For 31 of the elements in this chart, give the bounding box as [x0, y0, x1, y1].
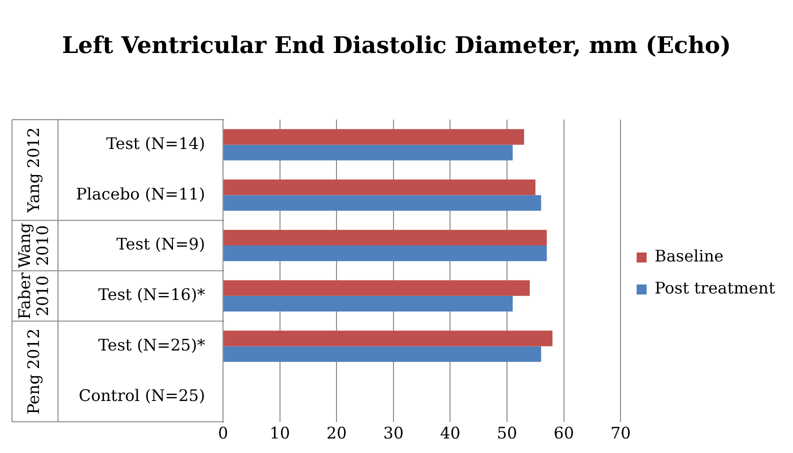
legend-label: Baseline: [654, 246, 724, 266]
bar: [224, 144, 513, 160]
bar: [224, 180, 536, 196]
text: Peng 2012: [24, 328, 44, 414]
text: Faber 2010: [15, 272, 52, 320]
x-tick-label: 10: [270, 424, 290, 443]
y-tick-label: Test (N=14): [106, 134, 206, 153]
y-tick-label: Placebo (N=11): [76, 184, 206, 204]
y-tick-label: Test (N=25)*: [98, 335, 206, 354]
y-tick-label: Test (N=16)*: [98, 285, 206, 304]
bar: [224, 346, 542, 362]
bar: [224, 280, 530, 296]
bar: [224, 330, 552, 346]
x-tick-label: 40: [440, 424, 460, 443]
bar: [224, 246, 547, 262]
text: Yang 2012: [24, 127, 44, 214]
bar: [224, 195, 542, 211]
bar: [224, 230, 547, 246]
y-tick-label: Control (N=25): [78, 386, 206, 405]
bar: [224, 296, 513, 312]
x-tick-label: 30: [383, 424, 404, 443]
bar: [224, 129, 524, 145]
x-tick-label: 70: [610, 424, 631, 443]
legend-label: Post treatment: [654, 278, 776, 298]
x-tick-label: 0: [218, 424, 228, 443]
y-tick-label: Test (N=9): [116, 234, 206, 254]
x-tick-label: 20: [326, 424, 347, 443]
x-tick-label: 50: [496, 424, 518, 443]
chart-title: Left Ventricular End Diastolic Diameter, mm (Echo): [60, 31, 732, 61]
x-tick-label: 60: [554, 424, 574, 443]
text: Wang 2010: [15, 222, 52, 268]
